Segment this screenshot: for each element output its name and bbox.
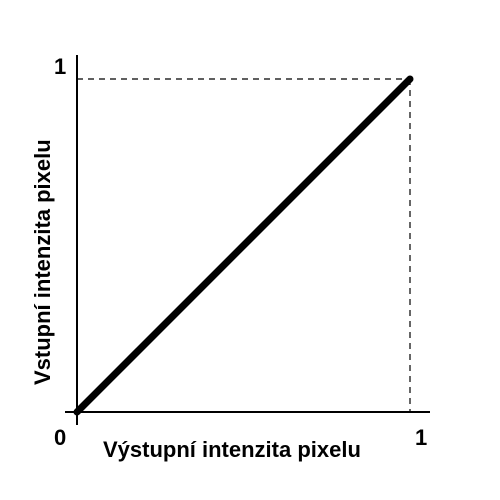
y-tick-label: 1 (54, 54, 66, 79)
x-axis-label: Výstupní intenzita pixelu (103, 437, 361, 462)
origin-label: 0 (54, 425, 66, 450)
y-axis-label: Vstupní intenzita pixelu (30, 139, 55, 385)
series-line-0 (73, 75, 414, 416)
x-tick-label: 1 (415, 425, 427, 450)
